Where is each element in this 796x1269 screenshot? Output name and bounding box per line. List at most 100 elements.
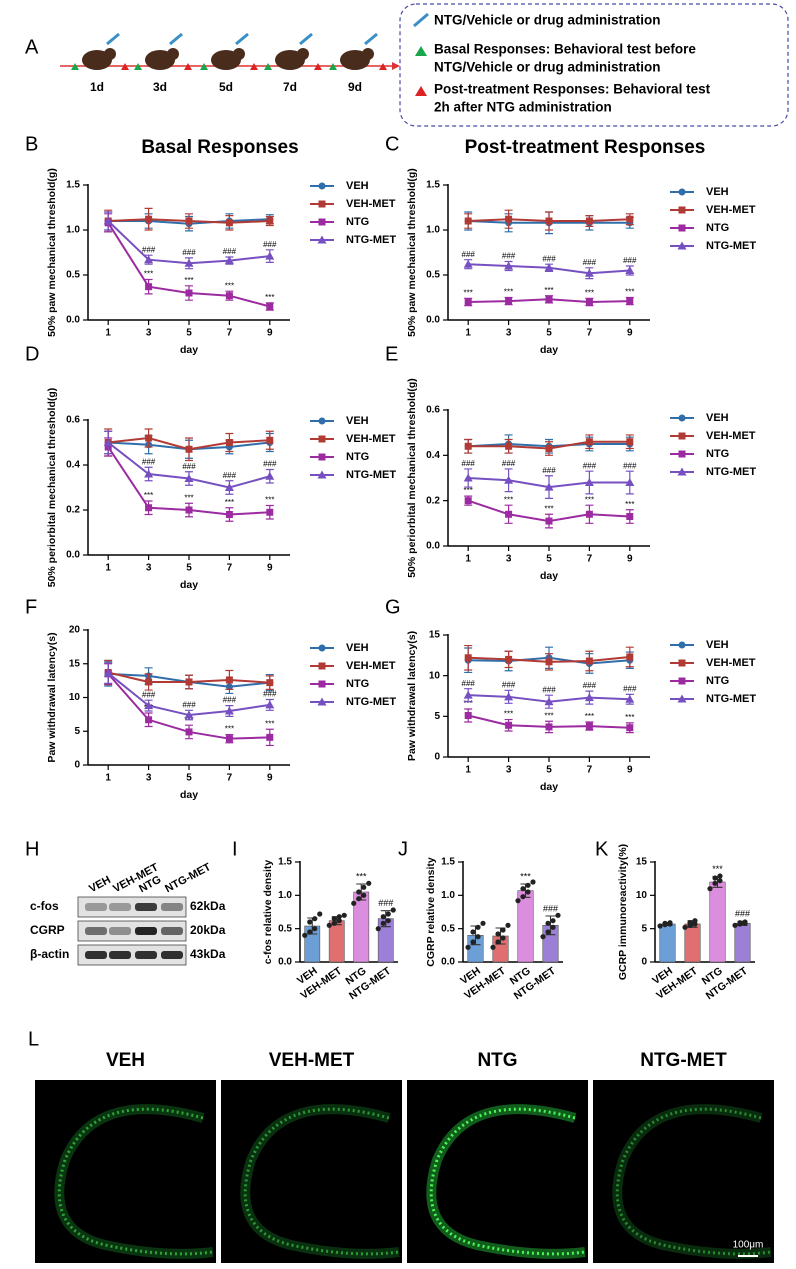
marker [505, 510, 513, 518]
y-axis-label: 50% periorbital mechanical threshold(g) [406, 378, 418, 578]
mouse-head [297, 48, 309, 60]
marker [505, 215, 513, 223]
significance: ### [223, 247, 237, 256]
y-tick-label: 0.4 [66, 460, 80, 471]
y-tick-label: 10 [69, 692, 81, 703]
marker [144, 701, 154, 710]
significance: *** [625, 713, 634, 722]
marker [585, 657, 593, 665]
significance: *** [520, 871, 531, 881]
x-tick-label: 3 [146, 563, 152, 574]
protein-label: β-actin [30, 947, 69, 961]
marker [505, 655, 513, 663]
marker [545, 658, 553, 666]
marker [545, 723, 553, 731]
data-point [545, 920, 551, 926]
significance: ### [623, 461, 637, 470]
marker [545, 517, 553, 525]
x-tick-label: 9 [627, 765, 633, 776]
data-point [692, 918, 698, 924]
legend-label: VEH-MET [706, 430, 756, 442]
x-tick-label: 3 [506, 554, 512, 565]
marker [678, 450, 686, 458]
blot-band [161, 951, 183, 959]
marker [463, 259, 473, 268]
post-marker [121, 63, 129, 70]
marker [463, 473, 473, 482]
image-label: NTG [477, 1050, 517, 1071]
significance: *** [225, 498, 234, 507]
y-tick-label: 1.5 [278, 857, 292, 868]
day-label: 1d [90, 80, 104, 94]
size-label: 62kDa [190, 899, 226, 913]
significance: ### [623, 256, 637, 265]
y-tick-label: 1.0 [426, 225, 440, 236]
x-axis-label: day [180, 789, 198, 801]
legend-label: NTG-MET [346, 696, 396, 708]
marker [185, 506, 193, 514]
marker [318, 182, 326, 190]
marker [464, 217, 472, 225]
marker [584, 478, 594, 487]
marker [318, 435, 326, 443]
syringe [235, 32, 249, 46]
bar [709, 881, 726, 963]
marker [625, 478, 635, 487]
significance: *** [356, 871, 367, 881]
data-point [737, 920, 743, 926]
significance: ### [263, 240, 277, 249]
data-point [742, 919, 748, 925]
data-point [312, 916, 318, 922]
data-point [385, 911, 391, 917]
marker [145, 283, 153, 291]
legend-label: VEH [706, 186, 729, 198]
syringe [106, 32, 120, 46]
legend-label: NTG-MET [706, 240, 756, 252]
panel-letter: C [385, 133, 399, 155]
y-tick-label: 0.0 [441, 957, 455, 968]
data-point [687, 920, 693, 926]
marker [545, 217, 553, 225]
data-point [336, 918, 342, 924]
marker [224, 483, 234, 491]
data-point [470, 939, 476, 945]
data-point [366, 880, 372, 886]
marker [103, 216, 113, 225]
marker [224, 706, 234, 715]
significance: *** [544, 504, 553, 513]
y-tick-label: 0 [74, 760, 80, 771]
x-tick-label: 3 [506, 328, 512, 339]
marker [265, 471, 275, 480]
marker [585, 510, 593, 518]
x-tick-label: 1 [465, 328, 471, 339]
legend-label: NTG-MET [706, 466, 756, 478]
marker [544, 482, 554, 491]
chart-title: Post-treatment Responses [465, 137, 706, 158]
significance: ### [502, 680, 516, 689]
marker [144, 469, 154, 478]
panel-letter: A [25, 36, 39, 58]
x-tick-label: 9 [627, 328, 633, 339]
panel-letter: H [25, 838, 39, 860]
bar [684, 923, 701, 963]
legend-label: NTG [346, 678, 369, 690]
data-point [361, 884, 367, 890]
day-label: 3d [153, 80, 167, 94]
marker [265, 251, 275, 260]
blot-band [85, 903, 107, 911]
x-tick-label: 5 [546, 765, 552, 776]
y-axis-label: Paw withdrawal latency(s) [406, 631, 418, 761]
x-axis-label: day [180, 344, 198, 356]
legend-text: Basal Responses: Behavioral test before [434, 42, 696, 57]
panel-letter: L [28, 1028, 39, 1050]
significance: ### [182, 700, 196, 709]
marker [317, 697, 327, 706]
image-label: VEH [106, 1050, 145, 1071]
blot-band [161, 903, 183, 911]
y-tick-label: 0.0 [66, 315, 80, 326]
data-point [682, 924, 688, 930]
legend-text: 2h after NTG administration [434, 100, 612, 115]
data-point [356, 889, 362, 895]
marker [318, 417, 326, 425]
